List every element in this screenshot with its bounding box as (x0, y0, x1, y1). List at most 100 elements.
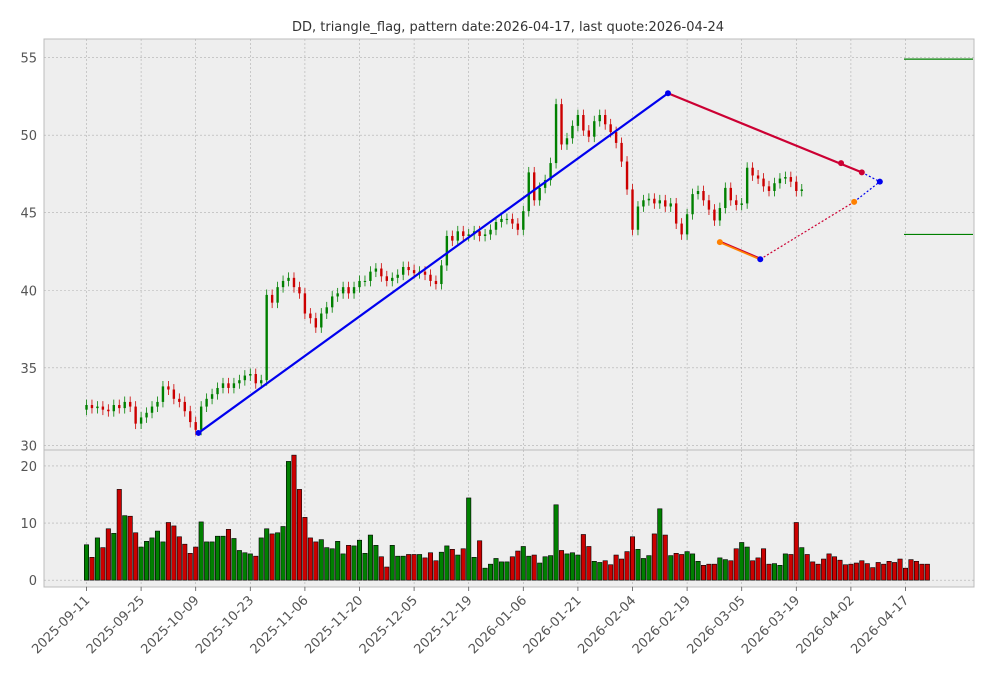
price-tick-label: 30 (20, 439, 37, 454)
volume-bar (313, 541, 319, 581)
candle-body (587, 130, 591, 137)
volume-bar (826, 553, 832, 581)
volume-bar (553, 504, 559, 581)
candle-body (374, 268, 378, 272)
volume-bar (498, 561, 504, 581)
price-tick-label: 55 (20, 52, 37, 67)
volume-bar (105, 528, 111, 581)
candle-body (707, 200, 711, 210)
candle-body (260, 380, 263, 384)
candle-body (658, 200, 661, 204)
price-tick-label: 35 (20, 362, 37, 377)
volume-bar (815, 563, 821, 581)
price-tick-label: 50 (20, 129, 37, 144)
volume-bar (84, 544, 90, 581)
candle-body (751, 167, 754, 176)
volume-bar (695, 561, 701, 581)
volume-bar (193, 546, 199, 581)
candle-body (221, 383, 225, 388)
candle-body (795, 181, 798, 191)
volume-bar (400, 555, 406, 581)
volume-bar (848, 563, 854, 581)
pattern-point-marker (851, 198, 858, 205)
candle-body (118, 405, 121, 409)
volume-bar (296, 489, 302, 581)
volume-bar (864, 563, 870, 581)
pattern-point-marker (716, 239, 723, 246)
candle-body (385, 276, 388, 281)
volume-bar (291, 454, 297, 581)
volume-bar (165, 522, 171, 581)
volume-bar (793, 522, 799, 581)
volume-bar (575, 554, 581, 581)
candle-body (161, 386, 165, 402)
candle-body (784, 177, 787, 179)
candle-body (287, 277, 290, 281)
candle-body (227, 383, 230, 388)
volume-tick-label: 10 (20, 517, 37, 532)
candle-body (614, 132, 618, 143)
candle-body (249, 374, 252, 376)
pattern-point-marker (757, 256, 764, 263)
candle-body (401, 266, 405, 275)
volume-bar (417, 554, 423, 581)
candle-body (363, 280, 367, 282)
candle-body (205, 398, 208, 407)
volume-bar (471, 557, 477, 581)
candle-body (336, 293, 339, 297)
volume-bar (733, 548, 739, 581)
volume-bar (597, 562, 603, 581)
volume-bar (329, 548, 335, 581)
volume-bar (832, 556, 838, 581)
volume-bar (892, 562, 898, 581)
volume-bar (875, 562, 881, 581)
candle-body (396, 274, 399, 278)
candle-body (270, 294, 274, 303)
volume-bar (455, 554, 461, 581)
candle-body (565, 138, 569, 145)
volume-bar (608, 564, 614, 581)
candle-body (713, 209, 716, 221)
pattern-line-blue-dotted-lower (853, 181, 881, 203)
pattern-line-red (667, 92, 863, 174)
volume-bar (668, 555, 674, 581)
volume-tick-label: 20 (20, 460, 37, 475)
volume-bar (204, 541, 210, 581)
pattern-line-orange (719, 241, 761, 261)
volume-bar (378, 556, 384, 581)
volume-bar (302, 517, 308, 581)
volume-bar (449, 549, 455, 581)
candle-body (631, 189, 634, 230)
volume-bar (488, 563, 494, 581)
candle-body (620, 142, 623, 162)
volume-bar (913, 561, 919, 581)
candle-body (762, 178, 765, 187)
volume-bar (722, 559, 728, 581)
volume-bar (176, 536, 182, 581)
candle-body (533, 172, 536, 201)
volume-bar (493, 558, 499, 581)
candle-body (134, 406, 137, 424)
volume-bar (275, 532, 281, 581)
candle-body (505, 218, 509, 220)
price-panel (43, 38, 975, 451)
pattern-lines (195, 58, 973, 436)
candle-body (702, 190, 705, 201)
candle-body (489, 229, 492, 235)
candle-body (178, 398, 181, 402)
candle-body (167, 386, 170, 390)
volume-bar (433, 560, 439, 581)
volume-bar (897, 558, 903, 581)
pattern-point-marker (195, 429, 202, 436)
candle-body (669, 203, 672, 207)
volume-bar (651, 533, 657, 581)
volume-bar (569, 552, 575, 581)
volume-bar (744, 546, 750, 581)
volume-bar (810, 561, 816, 581)
volume-bar (477, 540, 483, 581)
volume-bar (799, 547, 805, 581)
volume-bar (750, 560, 756, 581)
candle-body (440, 265, 443, 285)
volume-bar (264, 528, 270, 581)
volume-bar (438, 551, 444, 581)
